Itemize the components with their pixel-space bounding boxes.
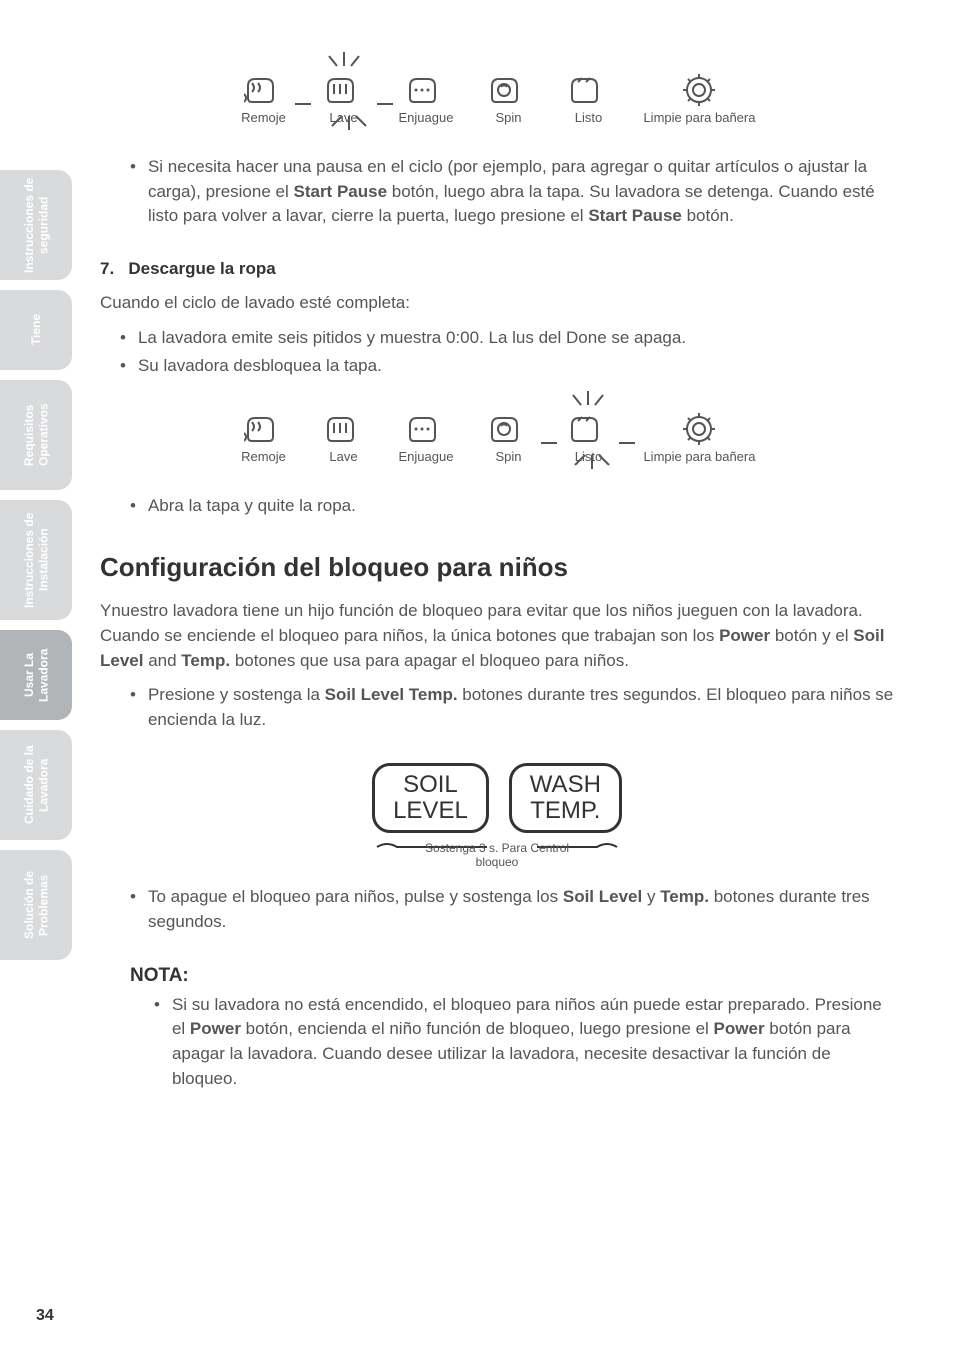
icon-wash: Lave xyxy=(319,70,369,125)
icon-soak: Remoje xyxy=(239,70,289,125)
icon-spin: Spin xyxy=(483,70,533,125)
icon-label: Enjuague xyxy=(399,449,454,464)
icon-label: Remoje xyxy=(241,449,286,464)
soil-level-button: SOIL LEVEL xyxy=(372,763,489,834)
icon-tub-clean: Limpie para bañera xyxy=(643,409,755,464)
tab-care[interactable]: Cuidado de la Lavadora xyxy=(0,730,72,840)
bullet-disable-lock: •To apague el bloqueo para niños, pulse … xyxy=(130,885,894,934)
page-number: 34 xyxy=(36,1307,54,1325)
icon-soak: Remoje xyxy=(239,409,289,464)
icon-label: Lave xyxy=(329,449,357,464)
tab-has[interactable]: Tiene xyxy=(0,290,72,370)
icon-label: Spin xyxy=(495,110,521,125)
tab-label: Tiene xyxy=(29,314,43,345)
bullet-text: Abra la tapa y quite la ropa. xyxy=(148,494,356,519)
icon-done: Listo xyxy=(563,70,613,125)
bullet-enable-lock: •Presione y sostenga la Soil Level Temp.… xyxy=(130,683,894,732)
step-number: 7. xyxy=(100,259,114,278)
button-illustration: SOIL LEVEL WASH TEMP. xyxy=(100,763,894,834)
bullet-text: Su lavadora desbloquea la tapa. xyxy=(138,354,382,379)
icon-label: Limpie para bañera xyxy=(643,449,755,464)
tab-label: Requisitos Operativos xyxy=(22,380,51,490)
icon-spin: Spin xyxy=(483,409,533,464)
bullet-text: Si su lavadora no está encendido, el blo… xyxy=(172,993,894,1092)
tab-label: Instrucciones de seguridad xyxy=(22,170,51,280)
bullet-unlock: •Su lavadora desbloquea la tapa. xyxy=(120,354,894,379)
icon-label: Enjuague xyxy=(399,110,454,125)
icon-wash: Lave xyxy=(319,409,369,464)
step-7-intro: Cuando el ciclo de lavado esté completa: xyxy=(100,291,894,316)
icon-rinse: Enjuague xyxy=(399,409,454,464)
icon-label: Listo xyxy=(575,110,602,125)
icon-label: Limpie para bañera xyxy=(643,110,755,125)
bullet-text: To apague el bloqueo para niños, pulse y… xyxy=(148,885,894,934)
child-lock-heading: Configuración del bloqueo para niños xyxy=(100,552,894,583)
icon-rinse: Enjuague xyxy=(399,70,454,125)
bullet-text: La lavadora emite seis pitidos y muestra… xyxy=(138,326,686,351)
tab-requirements[interactable]: Requisitos Operativos xyxy=(0,380,72,490)
icon-label: Spin xyxy=(495,449,521,464)
cycle-icons-row-2: Remoje Lave Enjuague Spin Listo Limpie xyxy=(100,409,894,464)
bullet-text: Presione y sostenga la Soil Level Temp. … xyxy=(148,683,894,732)
bullet-note: •Si su lavadora no está encendido, el bl… xyxy=(154,993,894,1092)
tab-label: Usar La Lavadora xyxy=(22,630,51,720)
side-nav: Instrucciones de seguridad Tiene Requisi… xyxy=(0,170,72,960)
note-heading: NOTA: xyxy=(130,965,894,987)
cycle-icons-row-1: Remoje Lave Enjuague Spin Listo Limpie xyxy=(100,70,894,125)
tab-install[interactable]: Instrucciones de Instalación xyxy=(0,500,72,620)
child-lock-para: Ynuestro lavadora tiene un hijo función … xyxy=(100,599,894,673)
tab-label: Solución de Problemas xyxy=(22,850,51,960)
wash-temp-button: WASH TEMP. xyxy=(509,763,622,834)
tab-label: Instrucciones de Instalación xyxy=(22,500,51,620)
step-title: Descargue la ropa xyxy=(128,259,275,278)
icon-done: Listo xyxy=(563,409,613,464)
tab-safety[interactable]: Instrucciones de seguridad xyxy=(0,170,72,280)
bullet-beeps: •La lavadora emite seis pitidos y muestr… xyxy=(120,326,894,351)
icon-label: Remoje xyxy=(241,110,286,125)
bullet-pause: • Si necesita hacer una pausa en el cicl… xyxy=(130,155,894,229)
bullet-text: Si necesita hacer una pausa en el ciclo … xyxy=(148,155,894,229)
tab-use-washer[interactable]: Usar La Lavadora xyxy=(0,630,72,720)
page-content: Remoje Lave Enjuague Spin Listo Limpie xyxy=(100,70,894,1121)
bullet-icon: • xyxy=(130,155,136,229)
bullet-open-lid: •Abra la tapa y quite la ropa. xyxy=(130,494,894,519)
hold-label: Sostenga 3 s. Para Centrol bloqueo xyxy=(100,841,894,869)
tab-troubleshoot[interactable]: Solución de Problemas xyxy=(0,850,72,960)
tab-label: Cuidado de la Lavadora xyxy=(22,730,51,840)
icon-tub-clean: Limpie para bañera xyxy=(643,70,755,125)
step-7: 7. Descargue la ropa Cuando el ciclo de … xyxy=(100,259,894,379)
